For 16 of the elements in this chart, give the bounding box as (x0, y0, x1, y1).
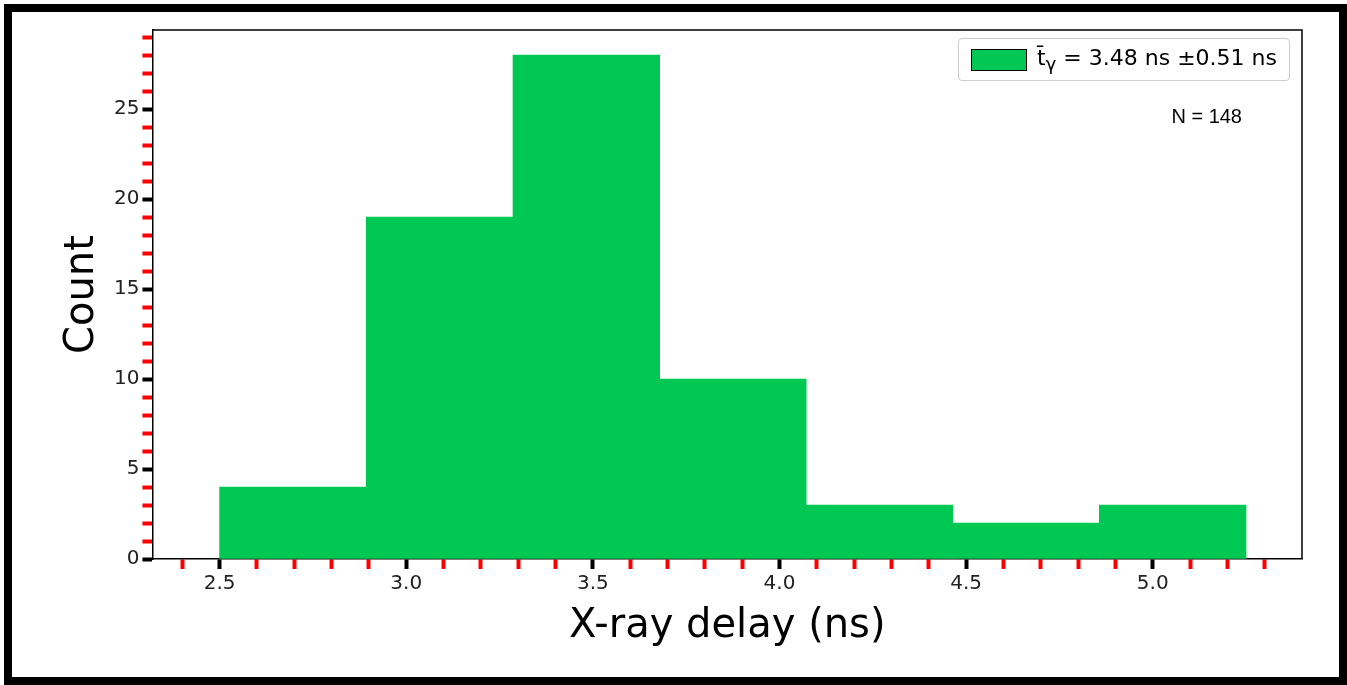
y-tick-label: 15 (114, 275, 140, 300)
x-tick-label: 3.5 (576, 570, 609, 595)
y-tick-label: 5 (126, 455, 140, 480)
x-axis-title: X-ray delay (ns) (568, 600, 886, 647)
y-tick-label: 10 (114, 365, 140, 390)
y-tick-label: 25 (114, 95, 140, 120)
annotation: N = 148 (1171, 105, 1242, 128)
x-tick-label: 3.0 (390, 570, 423, 595)
y-axis-title: Count (56, 235, 103, 354)
x-tick-label: 4.0 (763, 570, 796, 595)
y-tick-label: 20 (114, 185, 140, 210)
x-tick-label: 2.5 (203, 570, 236, 595)
x-tick-label: 4.5 (950, 570, 982, 595)
y-tick-label: 0 (126, 545, 140, 570)
x-tick-label: 5.0 (1136, 570, 1169, 595)
legend-label: t̄$_{γ}$ = 3.48 ns ±0.51 ns (1036, 45, 1277, 75)
